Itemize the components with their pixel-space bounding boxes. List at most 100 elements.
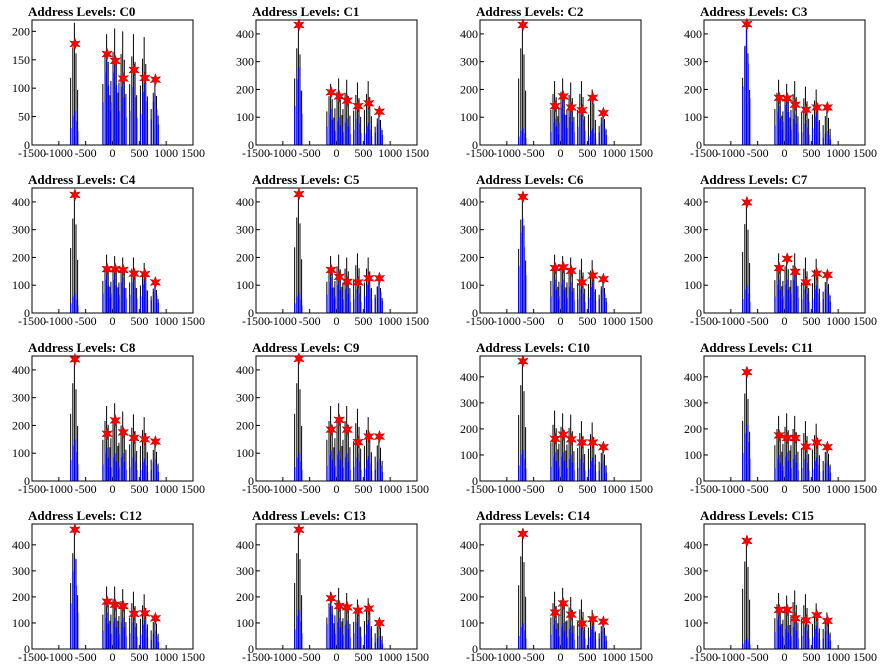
chart-title: Address Levels: C6 [476, 172, 584, 187]
peak-star-marker [821, 440, 834, 454]
x-tick-label: 0 [110, 482, 116, 496]
plot-frame [479, 355, 642, 482]
x-tick-label: -1500 [466, 146, 494, 160]
plot-frame [255, 19, 418, 146]
peak-star-marker [69, 352, 81, 367]
chart-svg: Address Levels: C10 0 100 200 300 400 -1500-10… [460, 340, 653, 496]
chart-svg: Address Levels: C1 0 100 200 300 400 -1500-100… [236, 4, 429, 160]
y-tick-label: 400 [684, 538, 702, 552]
y-tick-label: 300 [236, 391, 254, 405]
peak-star-marker [293, 522, 305, 537]
peak-star-marker [800, 102, 812, 117]
peak-star-marker [741, 534, 753, 548]
x-tick-label: 1000 [826, 146, 850, 160]
x-tick-label: -1500 [18, 650, 46, 664]
y-tick-label: 200 [236, 250, 254, 264]
x-tick-label: -1500 [242, 482, 270, 496]
y-tick-label: 400 [684, 27, 702, 41]
peak-star-marker [549, 432, 561, 446]
peak-star-marker [373, 104, 386, 119]
peak-star-marker [149, 72, 162, 87]
peak-star-marker [576, 275, 588, 290]
peak-star-marker [549, 605, 561, 620]
peak-star-marker [362, 601, 375, 616]
x-tick-label: 0 [782, 482, 788, 496]
x-tick-label: 500 [578, 146, 596, 160]
peak-star-marker [800, 275, 812, 290]
chart-title: Address Levels: C12 [28, 508, 142, 523]
peak-star-marker [341, 422, 354, 437]
plot-frame [31, 187, 194, 314]
y-tick-label: 0 [696, 474, 702, 488]
y-tick-label: 200 [684, 590, 702, 604]
x-tick-label: 1000 [154, 650, 178, 664]
chart-svg: Address Levels: C3 0 100 200 300 400 -1500-100… [684, 4, 877, 160]
chart-panel: Address Levels: C0 0 50 100 150 200 -1500 -1000… [0, 0, 224, 168]
y-tick-label: 400 [684, 195, 702, 209]
y-tick-label: 0 [472, 138, 478, 152]
peak-star-marker [773, 428, 785, 443]
x-tick-label: 1000 [154, 146, 178, 160]
y-tick-label: 400 [460, 370, 478, 384]
x-tick-label: 1500 [629, 146, 653, 160]
plot-frame [31, 523, 194, 650]
peak-star-marker [149, 434, 162, 449]
peak-star-marker [341, 600, 354, 615]
peak-star-marker [741, 195, 753, 210]
y-tick-label: 100 [460, 448, 478, 462]
x-tick-label: -500 [75, 314, 97, 328]
peak-star-marker [293, 187, 305, 201]
peak-star-marker [128, 431, 140, 445]
x-tick-label: -1000 [269, 146, 297, 160]
x-tick-label: 500 [354, 650, 372, 664]
y-tick-label: 100 [684, 278, 702, 292]
peak-star-marker [333, 599, 346, 613]
plot-frame [479, 19, 642, 146]
x-tick-label: 0 [782, 146, 788, 160]
chart-panel: Address Levels: C2 0 100 200 300 400 -1500 -100… [448, 0, 672, 168]
chart-panel: Address Levels: C12 0 100 200 300 400 -1500 -10… [0, 504, 224, 672]
x-tick-label: 500 [802, 650, 820, 664]
x-tick-label: 0 [558, 314, 564, 328]
chart-title: Address Levels: C1 [252, 4, 359, 19]
peak-star-marker [138, 606, 151, 621]
y-tick-label: 300 [460, 564, 478, 578]
y-tick-label: 400 [684, 370, 702, 384]
y-tick-label: 100 [236, 278, 254, 292]
x-tick-label: -1000 [45, 482, 73, 496]
y-tick-label: 400 [236, 195, 254, 209]
peak-star-marker [117, 263, 130, 277]
x-tick-label: 1000 [826, 650, 850, 664]
peak-star-marker [565, 607, 578, 622]
x-tick-label: -1500 [242, 314, 270, 328]
x-tick-label: 1500 [181, 650, 205, 664]
x-tick-label: 0 [558, 650, 564, 664]
y-tick-label: 200 [460, 590, 478, 604]
x-tick-label: -500 [75, 482, 97, 496]
chart-svg: Address Levels: C8 0 100 200 300 400 -1500-100… [12, 340, 205, 496]
x-tick-label: 1500 [629, 650, 653, 664]
y-tick-label: 0 [24, 474, 30, 488]
plot-frame [703, 523, 866, 650]
peak-star-marker [373, 429, 386, 444]
x-tick-label: -1000 [269, 650, 297, 664]
x-tick-label: -1000 [717, 482, 745, 496]
peak-star-marker [557, 89, 570, 104]
x-tick-label: 0 [558, 146, 564, 160]
x-tick-label: -1500 [18, 482, 46, 496]
x-tick-label: 1500 [853, 146, 877, 160]
chart-title: Address Levels: C4 [28, 172, 136, 187]
y-tick-label: 300 [12, 391, 30, 405]
x-tick-label: 500 [354, 314, 372, 328]
y-tick-label: 200 [684, 250, 702, 264]
x-tick-label: 1500 [629, 314, 653, 328]
peak-star-marker [565, 100, 578, 115]
peak-star-marker [597, 272, 610, 286]
peak-star-marker [741, 365, 753, 379]
x-tick-label: 1500 [181, 314, 205, 328]
peak-star-marker [781, 431, 794, 445]
peak-star-marker [810, 435, 823, 450]
y-tick-label: 300 [12, 223, 30, 237]
peak-star-marker [101, 262, 113, 276]
